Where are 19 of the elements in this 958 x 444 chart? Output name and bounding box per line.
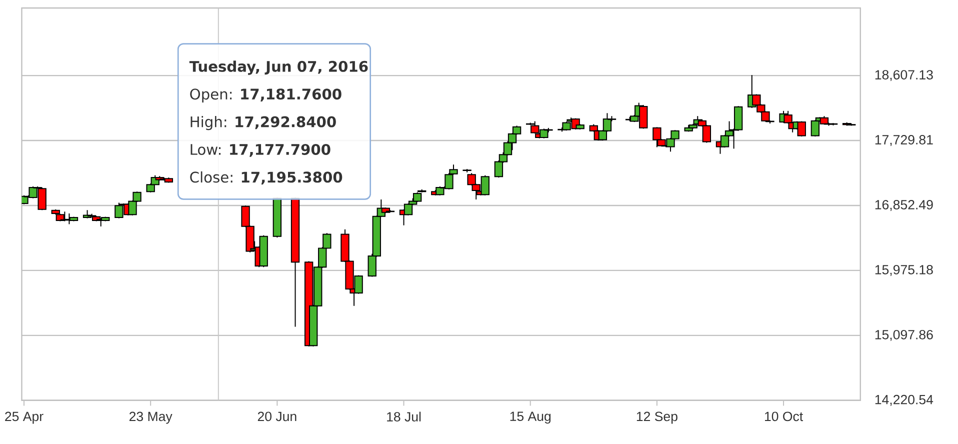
annotation: Close: 17,195.3800	[190, 171, 342, 184]
x-tick-label: 23 May	[129, 412, 172, 424]
x-tick-label: 18 Jul	[387, 412, 421, 422]
annotation: Low: 17,177.7900	[190, 144, 330, 157]
y-tick-label: 18,607.13	[875, 70, 933, 81]
x-tick-label: 10 Oct	[764, 412, 803, 422]
annotation: High: 17,292.8400	[190, 116, 336, 130]
candlestick	[412, 192, 422, 202]
y-tick-label: 15,975.18	[875, 264, 933, 276]
annotation: Open: 17,181.7600	[190, 88, 342, 102]
x-tick-label: 12 Sep	[636, 412, 678, 424]
y-tick-label: 17,729.81	[875, 134, 933, 146]
y-tick-label: 15,097.86	[875, 330, 933, 341]
y-tick-label: 14,220.54	[875, 394, 934, 406]
x-tick-label: 20 Jun	[258, 412, 296, 422]
x-tick-label: 25 Apr	[5, 412, 44, 424]
annotation: Tuesday, Jun 07, 2016	[189, 60, 368, 75]
y-tick-label: 16,852.49	[875, 200, 933, 211]
x-tick-label: 15 Aug	[510, 412, 551, 424]
